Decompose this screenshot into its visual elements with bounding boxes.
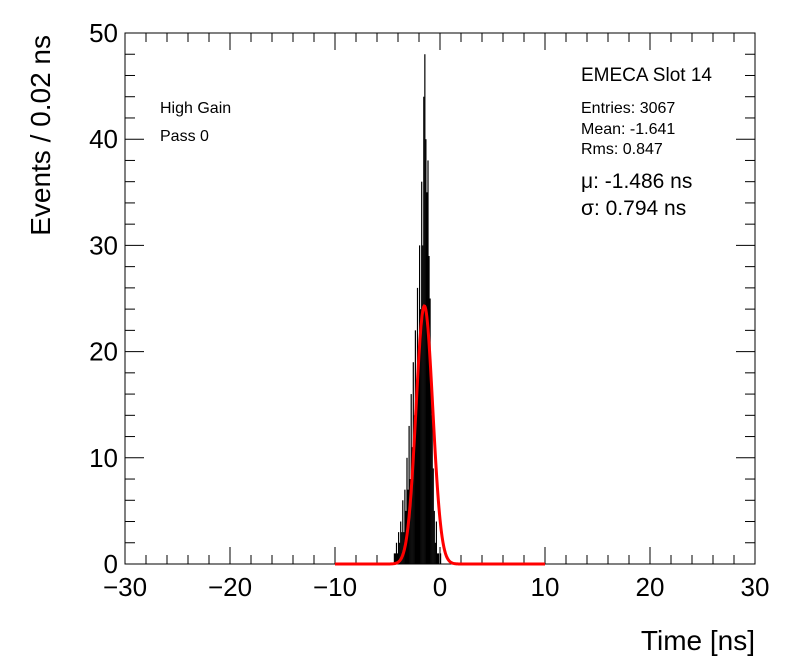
axis-ticks	[124, 32, 756, 565]
fit-curve	[335, 304, 545, 566]
histogram-bin	[400, 521, 402, 564]
histogram-bin	[423, 96, 425, 564]
y-tick-label: 50	[89, 18, 118, 48]
histogram-bin	[408, 425, 410, 564]
stats-entries: Entries: 3067	[581, 100, 675, 117]
histogram-bin	[428, 256, 430, 564]
histogram-bin	[434, 542, 436, 564]
histogram-bin	[431, 415, 433, 564]
histogram-bin	[402, 500, 404, 564]
y-tick-label: 10	[89, 443, 118, 473]
x-tick-label: −20	[208, 572, 252, 602]
histogram-bin	[399, 542, 401, 564]
histogram-bin	[422, 245, 424, 564]
x-tick-label: −10	[313, 572, 357, 602]
histogram-bin	[401, 532, 403, 564]
gaussian-fit	[335, 304, 545, 566]
histogram-bin	[396, 553, 399, 564]
histogram-bin	[417, 351, 420, 564]
y-tick-label: 40	[89, 124, 118, 154]
x-tick-label: −30	[103, 572, 147, 602]
histogram-bin	[406, 457, 408, 564]
x-tick-label: 30	[741, 572, 770, 602]
fit-mu: μ: -1.486 ns	[581, 170, 692, 193]
pass-label: Pass 0	[160, 128, 209, 145]
histogram-bin	[398, 532, 400, 564]
x-axis-title: Time [ns]	[641, 625, 755, 656]
histogram-bin	[394, 553, 397, 564]
y-tick-labels: 0 10 20 30 40 50	[89, 18, 118, 579]
histogram-bin	[432, 468, 434, 564]
x-tick-label: 0	[433, 572, 447, 602]
x-tick-label: 10	[531, 572, 560, 602]
fit-sigma: σ: 0.794 ns	[581, 197, 686, 220]
histogram-bin	[419, 245, 421, 564]
histogram-bin	[436, 553, 439, 564]
histogram-bin	[429, 298, 431, 564]
histogram-bars	[393, 54, 442, 565]
histogram-bin	[437, 553, 440, 564]
histogram-bin	[426, 192, 428, 565]
histogram-bin	[411, 447, 413, 564]
stats-mean: Mean: -1.641	[581, 121, 675, 138]
y-tick-label: 20	[89, 337, 118, 367]
histogram-bin	[416, 287, 419, 564]
y-tick-label: 0	[104, 549, 118, 579]
x-tick-labels: −30 −20 −10 0 10 20 30	[103, 572, 770, 602]
histogram-bin	[420, 309, 422, 564]
histogram-bin	[404, 489, 406, 564]
stats-title: EMECA Slot 14	[581, 65, 712, 86]
histogram-bin	[435, 521, 437, 564]
y-tick-label: 30	[89, 230, 118, 260]
histogram-bin	[414, 330, 416, 564]
histogram-bin	[425, 139, 427, 564]
histogram-bin	[430, 372, 432, 564]
histogram-bin	[415, 383, 418, 564]
x-tick-label: 20	[636, 572, 665, 602]
histogram-bin	[395, 542, 398, 564]
histogram-bin	[393, 553, 395, 564]
histogram-bin	[421, 181, 423, 564]
histogram-bin	[433, 510, 435, 564]
stats-rms: Rms: 0.847	[581, 141, 663, 158]
histogram-bin	[409, 479, 411, 564]
gain-label: High Gain	[160, 100, 231, 117]
histogram-bin	[413, 415, 415, 564]
histogram-bin	[427, 160, 429, 564]
histogram-bin	[440, 553, 442, 564]
y-axis-title: Events / 0.02 ns	[25, 35, 56, 236]
